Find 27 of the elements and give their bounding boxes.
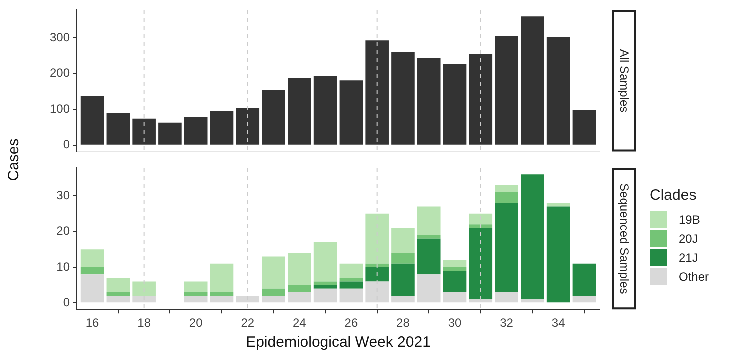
legend-label: Other: [679, 270, 710, 284]
x-tick-label: 16: [86, 316, 100, 330]
x-tick-label: 34: [552, 316, 566, 330]
legend-title: Clades: [650, 187, 698, 204]
y-tick-label: 30: [56, 188, 70, 202]
x-tick-label: 20: [189, 316, 204, 330]
x-tick-label: 24: [292, 316, 307, 330]
x-tick-label: 18: [138, 316, 152, 330]
y-axis-title: Cases: [6, 138, 22, 182]
legend-label: 19B: [679, 212, 700, 226]
y-tick-label: 200: [50, 66, 70, 80]
x-tick-label: 26: [344, 316, 358, 330]
y-tick-label: 0: [63, 138, 70, 152]
y-tick-label: 20: [56, 224, 70, 238]
y-tick-label: 100: [50, 102, 70, 116]
y-tick-label: 300: [50, 30, 70, 44]
x-axis-title: Epidemiological Week 2021: [245, 334, 432, 351]
text: All Samples: [618, 49, 632, 113]
legend-label: 20J: [679, 232, 698, 246]
x-tick-label: 32: [500, 316, 514, 330]
text: Sequenced Samples: [618, 184, 632, 294]
x-tick-label: 30: [448, 316, 462, 330]
y-tick-label: 0: [63, 295, 70, 310]
y-tick-label: 10: [56, 260, 70, 274]
legend-label: 21J: [679, 250, 698, 264]
x-tick-label: 22: [241, 316, 255, 330]
x-tick-label: 28: [396, 316, 410, 330]
